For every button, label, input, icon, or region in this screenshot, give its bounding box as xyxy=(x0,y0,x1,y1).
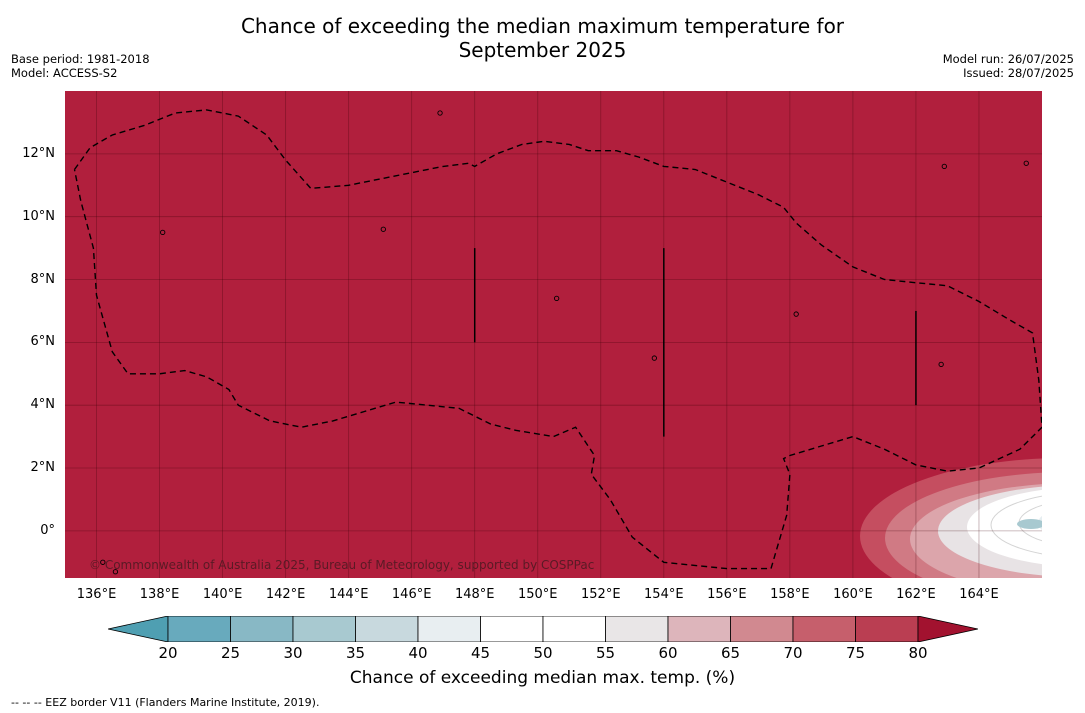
title-line-2: September 2025 xyxy=(458,38,627,62)
map-gridlines xyxy=(65,91,1042,578)
island-outline xyxy=(651,355,658,361)
colorbar-bin xyxy=(792,616,856,642)
latitude-tick: 2°N xyxy=(30,460,56,476)
longitude-tick: 158°E xyxy=(770,587,810,602)
colorbar-bin xyxy=(855,616,919,642)
colorbar-bin xyxy=(667,616,731,642)
longitude-tick: 162°E xyxy=(896,587,936,602)
island-outline xyxy=(941,163,947,170)
colorbar-extend-low xyxy=(108,616,169,642)
model-run-text: Model run: 26/07/2025 xyxy=(942,52,1074,66)
eez-border-line xyxy=(73,109,1042,570)
longitude-tick: 152°E xyxy=(581,587,621,602)
colorbar-tick: 45 xyxy=(470,644,491,662)
chart-title: Chance of exceeding the median maximum t… xyxy=(0,14,1085,62)
colorbar-tick: 40 xyxy=(408,644,428,662)
colorbar-tick: 70 xyxy=(783,644,803,662)
colorbar-bin xyxy=(542,616,606,642)
probability-field xyxy=(65,91,1042,578)
island-outline xyxy=(938,361,944,367)
eez-vertical-segments xyxy=(473,248,917,437)
latitude-tick: 4°N xyxy=(30,397,56,413)
longitude-tick: 150°E xyxy=(517,587,558,602)
longitude-tick: 144°E xyxy=(328,587,369,602)
latitude-tick: 12°N xyxy=(22,145,55,161)
colorbar-bin xyxy=(355,616,419,642)
latitude-tick: 10°N xyxy=(22,208,55,224)
colorbar-tick: 30 xyxy=(283,644,303,662)
colorbar-tick: 80 xyxy=(908,644,928,662)
forecast-map[interactable]: © Commonwealth of Australia 2025, Bureau… xyxy=(65,91,1042,578)
longitude-tick: 148°E xyxy=(454,587,495,602)
longitude-tick: 138°E xyxy=(139,587,180,602)
longitude-tick: 142°E xyxy=(265,587,306,602)
colorbar-tick: 60 xyxy=(658,644,678,662)
colorbar-label: Chance of exceeding median max. temp. (%… xyxy=(349,668,736,688)
longitude-tick: 154°E xyxy=(644,587,684,602)
colorbar-tick: 25 xyxy=(220,644,241,662)
colorbar-tick: 65 xyxy=(720,644,741,662)
model-text: Model: ACCESS-S2 xyxy=(11,66,118,80)
latitude-tick: 8°N xyxy=(30,271,56,287)
colorbar-bin xyxy=(417,616,481,642)
colorbar xyxy=(108,616,978,642)
islands-coastline xyxy=(100,110,1029,575)
longitude-tick: 136°E xyxy=(76,587,117,602)
colorbar-tick: 35 xyxy=(345,644,366,662)
island-outline xyxy=(112,569,119,575)
island-outline xyxy=(380,226,386,232)
longitude-tick: 146°E xyxy=(391,587,432,602)
longitude-tick: 160°E xyxy=(833,587,873,602)
colorbar-tick: 55 xyxy=(595,644,616,662)
island-outline xyxy=(1023,160,1029,166)
colorbar-bin xyxy=(167,616,231,642)
colorbar-bin xyxy=(605,616,669,642)
colorbar-bin xyxy=(730,616,794,642)
island-outline xyxy=(793,311,799,317)
latitude-tick: 6°N xyxy=(30,334,56,350)
title-line-1: Chance of exceeding the median maximum t… xyxy=(240,14,845,38)
colorbar-bin xyxy=(292,616,356,642)
issued-text: Issued: 28/07/2025 xyxy=(963,66,1074,80)
copyright-notice: © Commonwealth of Australia 2025, Bureau… xyxy=(89,558,594,572)
colorbar-extend-high xyxy=(917,616,978,642)
island-outline xyxy=(100,559,106,565)
colorbar-tick: 20 xyxy=(158,644,178,662)
map-panel[interactable]: © Commonwealth of Australia 2025, Bureau… xyxy=(65,91,1042,578)
metadata-right: Model run: 26/07/2025 Issued: 28/07/2025 xyxy=(943,52,1074,80)
island-outline xyxy=(437,110,443,116)
colorbar-tick: 75 xyxy=(845,644,866,662)
metadata-left: Base period: 1981-2018 Model: ACCESS-S2 xyxy=(11,52,150,80)
eez-legend-note: -- -- -- EEZ border V11 (Flanders Marine… xyxy=(11,696,320,709)
latitude-tick: 0° xyxy=(40,522,55,538)
colorbar-bin xyxy=(480,616,544,642)
longitude-tick: 140°E xyxy=(202,587,243,602)
longitude-tick: 164°E xyxy=(959,587,999,602)
colorbar-bin xyxy=(230,616,294,642)
island-outline xyxy=(160,229,166,236)
base-period-text: Base period: 1981-2018 xyxy=(11,52,150,66)
longitude-tick: 156°E xyxy=(707,587,747,602)
colorbar-tick: 50 xyxy=(533,644,553,662)
cool-anomaly-contours xyxy=(860,458,1042,578)
island-outline xyxy=(554,295,560,302)
